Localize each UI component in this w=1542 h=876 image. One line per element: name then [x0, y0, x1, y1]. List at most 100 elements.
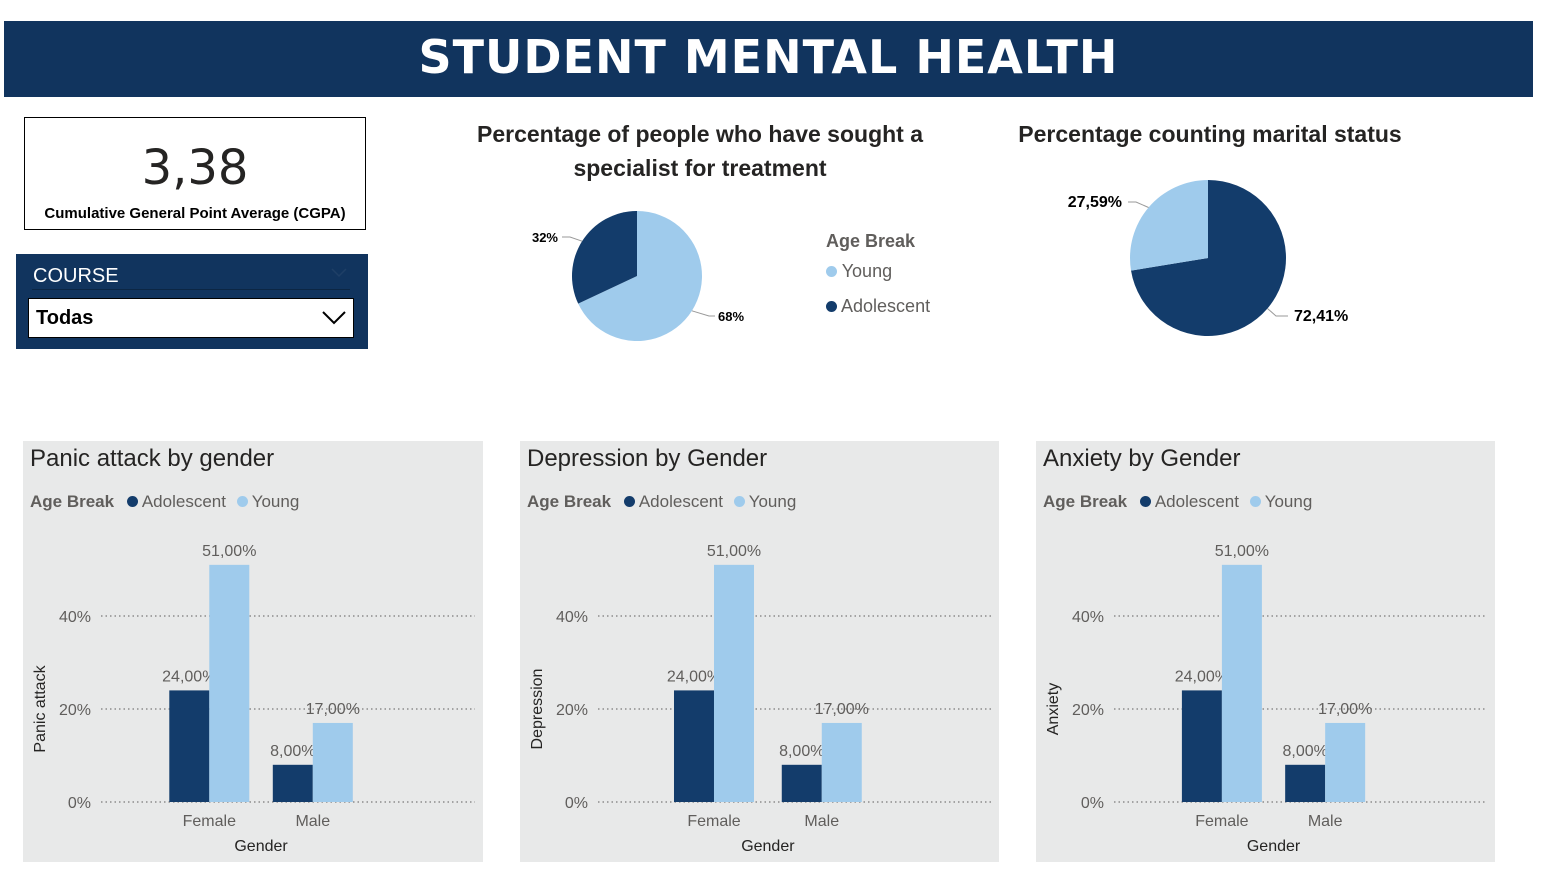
- bar-data-label: 8,00%: [779, 743, 824, 760]
- pie1-title-line1: Percentage of people who have sought a: [476, 121, 924, 147]
- pie-slice: [1130, 180, 1208, 271]
- y-tick-label: 0%: [68, 795, 91, 812]
- legend-item-adolescent[interactable]: Adolescent: [126, 492, 226, 511]
- y-tick-label: 20%: [1072, 702, 1104, 719]
- legend-label-young: Young: [251, 492, 300, 511]
- x-tick-label: Male: [295, 813, 330, 830]
- pie-chart-marital-status: 72,41% 27,59%: [1068, 180, 1348, 336]
- pie-slice: [578, 211, 702, 341]
- legend-dot-young: [236, 496, 248, 507]
- panel-title: Depression by Gender: [527, 445, 768, 472]
- legend-item-young[interactable]: Young: [1249, 492, 1313, 511]
- legend-label-young: Young: [1264, 492, 1313, 511]
- bar-data-label: 24,00%: [1175, 668, 1229, 685]
- bar-data-label: 8,00%: [270, 743, 315, 760]
- legend-label-adolescent: Adolescent: [638, 492, 723, 511]
- bar: [781, 764, 822, 802]
- bar: [272, 764, 313, 802]
- bar-data-label: 17,00%: [1318, 701, 1372, 718]
- bar: [1325, 722, 1366, 802]
- legend-title: Age Break: [1043, 492, 1128, 511]
- chevron-down-icon[interactable]: [331, 266, 347, 284]
- legend-label-young: Young: [748, 492, 797, 511]
- x-tick-label: Female: [183, 813, 236, 830]
- legend-item-adolescent[interactable]: Adolescent: [1139, 492, 1239, 511]
- pie-chart-specialist: 68% 32%: [532, 211, 744, 341]
- course-selected-value: Todas: [36, 307, 94, 329]
- bar: [1285, 764, 1326, 802]
- x-tick-label: Male: [1308, 813, 1343, 830]
- bar-chart-panic-attack: 0% 20% 40% Panic attack 24,00% 51,00% Female 8,…: [32, 543, 475, 855]
- slicer-header[interactable]: COURSE: [32, 262, 350, 290]
- pie1-legend-item-adolescent[interactable]: Adolescent: [826, 295, 930, 317]
- bar: [169, 690, 210, 802]
- course-slicer: COURSE Todas: [16, 254, 368, 349]
- pie-data-label: 27,59%: [1068, 194, 1122, 211]
- pie-data-label: 72,41%: [1294, 308, 1348, 325]
- legend-label-adolescent: Adolescent: [841, 296, 931, 316]
- y-tick-label: 40%: [59, 609, 91, 626]
- legend-item-young[interactable]: Young: [236, 492, 300, 511]
- cgpa-value: 3,38: [141, 140, 249, 196]
- legend-item-young[interactable]: Young: [733, 492, 797, 511]
- y-tick-label: 20%: [59, 702, 91, 719]
- bar-data-label: 24,00%: [667, 668, 721, 685]
- pie-slice: [1131, 180, 1286, 336]
- bar-data-label: 17,00%: [815, 701, 869, 718]
- bar: [713, 564, 754, 802]
- bar-chart-anxiety: 0% 20% 40% Anxiety 24,00% 51,00% Female 8,00% 17…: [1045, 543, 1487, 855]
- legend-title: Age Break: [527, 492, 612, 511]
- panel-title: Anxiety by Gender: [1043, 445, 1241, 472]
- legend-dot-adolescent: [126, 496, 138, 507]
- y-tick-label: 40%: [1072, 609, 1104, 626]
- x-axis-label: Gender: [1247, 838, 1301, 855]
- y-tick-label: 0%: [565, 795, 588, 812]
- x-axis-label: Gender: [234, 838, 288, 855]
- pie-data-label: 68%: [718, 309, 744, 324]
- bar-data-label: 24,00%: [162, 668, 216, 685]
- bar-data-label: 51,00%: [707, 543, 761, 560]
- pie-leader-line: [1128, 201, 1149, 208]
- panel-panic-attack: Panic attack by gender Age Break Adolesc…: [23, 441, 483, 862]
- pie1-legend: Age Break Young Adolescent: [826, 230, 930, 317]
- legend-dot-young: [1249, 496, 1261, 507]
- y-axis-label: Anxiety: [1045, 683, 1062, 735]
- legend-item-adolescent[interactable]: Adolescent: [623, 492, 723, 511]
- y-axis-label: Depression: [529, 669, 546, 750]
- bar: [312, 722, 353, 802]
- cgpa-label: Cumulative General Point Average (CGPA): [44, 205, 346, 222]
- pie1-legend-title: Age Break: [826, 231, 916, 251]
- pie-leader-line: [562, 236, 583, 242]
- chevron-down-icon[interactable]: [321, 308, 347, 331]
- panel-depression: Depression by Gender Age Break Adolescen…: [520, 441, 999, 862]
- pie-slice: [572, 211, 637, 304]
- course-dropdown[interactable]: Todas: [28, 298, 354, 338]
- pie-data-label: 32%: [532, 230, 558, 245]
- y-tick-label: 40%: [556, 609, 588, 626]
- pie1-title-line2: specialist for treatment: [573, 155, 827, 181]
- x-tick-label: Male: [804, 813, 839, 830]
- pie2-title-line1: Percentage counting marital status: [1018, 121, 1402, 147]
- legend-title: Age Break: [30, 492, 115, 511]
- bar-data-label: 51,00%: [202, 543, 256, 560]
- bar: [1181, 690, 1222, 802]
- page-title: STUDENT MENTAL HEALTH: [418, 30, 1119, 84]
- pie1-legend-item-young[interactable]: Young: [826, 260, 930, 282]
- bar-data-label: 51,00%: [1215, 543, 1269, 560]
- bar: [1221, 564, 1262, 802]
- legend-label-young: Young: [841, 261, 893, 281]
- pie-leader-line: [1267, 308, 1288, 317]
- legend-label-adolescent: Adolescent: [1154, 492, 1239, 511]
- legend-dot-adolescent: [623, 496, 635, 507]
- y-axis-label: Panic attack: [32, 664, 49, 752]
- bar-chart-depression: 0% 20% 40% Depression 24,00% 51,00% Female 8,00…: [529, 543, 991, 855]
- slicer-title: COURSE: [33, 265, 119, 287]
- y-tick-label: 0%: [1081, 795, 1104, 812]
- bar-legend: Age Break Adolescent Young: [30, 492, 305, 512]
- pie1-title: Percentage of people who have sought a s…: [440, 117, 960, 185]
- bar-legend: Age Break Adolescent Young: [1043, 492, 1318, 512]
- bar: [673, 690, 714, 802]
- pie2-title: Percentage counting marital status: [990, 117, 1430, 151]
- legend-dot-young: [826, 266, 837, 277]
- bar: [821, 722, 862, 802]
